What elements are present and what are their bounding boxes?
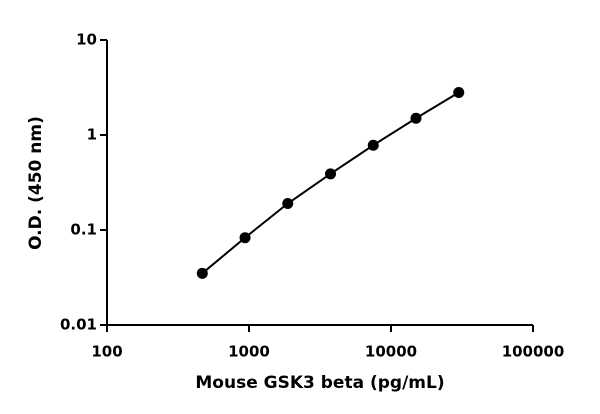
data-point <box>196 267 208 279</box>
x-tick-label: 10000 <box>365 343 417 361</box>
data-point <box>282 198 294 210</box>
y-tick-label: 1 <box>87 126 97 144</box>
data-point <box>410 112 422 124</box>
x-tick-label: 100 <box>91 343 122 361</box>
y-tick-label: 0.01 <box>60 316 97 334</box>
data-point <box>367 139 379 151</box>
y-axis-title: O.D. (450 nm) <box>26 116 46 250</box>
x-tick-label: 100000 <box>502 343 565 361</box>
data-point <box>325 168 337 180</box>
data-point <box>239 232 251 244</box>
y-tick-label: 10 <box>76 31 97 49</box>
x-tick-label: 1000 <box>228 343 270 361</box>
x-axis-title: Mouse GSK3 beta (pg/mL) <box>195 373 444 393</box>
y-tick-label: 0.1 <box>70 221 97 239</box>
data-point <box>453 87 465 99</box>
